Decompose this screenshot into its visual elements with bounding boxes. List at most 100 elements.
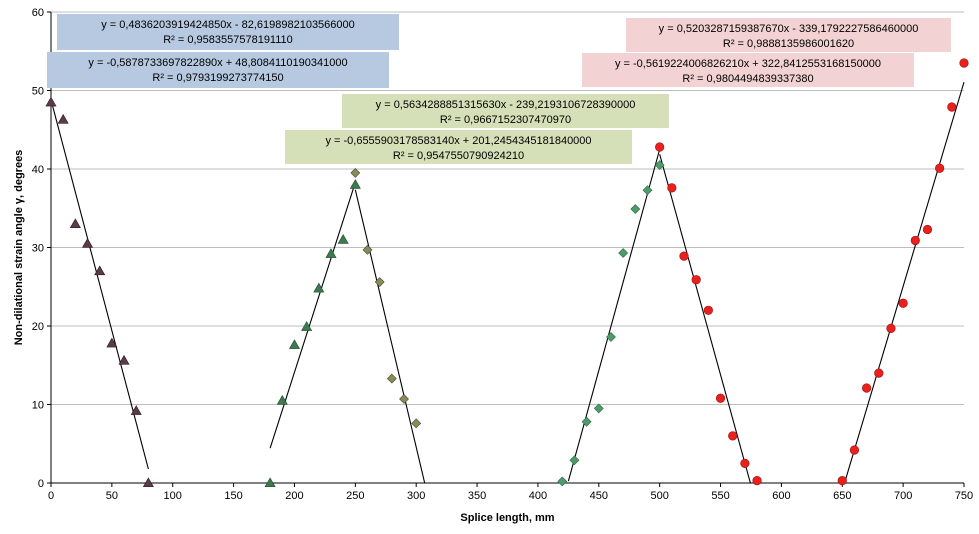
data-point [130, 405, 142, 415]
data-point [959, 58, 969, 68]
data-point [593, 403, 604, 414]
y-tick-label: 40 [32, 164, 44, 176]
y-tick-label: 30 [32, 243, 44, 255]
trendline [659, 154, 751, 484]
data-point [837, 476, 847, 486]
equation-box-bg [285, 130, 632, 164]
trendline [269, 182, 356, 449]
data-point [898, 298, 908, 308]
data-point [740, 458, 750, 468]
data-point [849, 445, 860, 455]
data-point [118, 354, 130, 365]
data-point [654, 160, 665, 170]
equation-box-bg [626, 18, 951, 52]
equation-box-bg [342, 94, 669, 128]
y-tick-label: 20 [32, 321, 44, 333]
data-point [557, 476, 568, 487]
x-tick-label: 400 [529, 490, 547, 502]
data-point [337, 234, 349, 244]
data-point [45, 96, 57, 107]
equation-box: y = -0,6555903178583140x + 201,245434518… [285, 130, 632, 164]
x-tick-label: 650 [833, 490, 851, 502]
data-point [862, 383, 872, 393]
x-tick-label: 600 [772, 490, 790, 502]
data-point [691, 275, 701, 285]
data-point [703, 305, 713, 315]
data-point [82, 237, 94, 248]
x-tick-label: 750 [955, 490, 973, 502]
equation-text: y = 0,4836203919424850x - 82,61989821035… [101, 19, 355, 31]
data-point [752, 476, 762, 486]
data-point [947, 102, 957, 112]
data-point [399, 394, 409, 404]
data-point [69, 218, 81, 228]
x-tick-label: 350 [468, 490, 486, 502]
y-axis: 0 10 20 30 40 50 60 [32, 7, 52, 490]
data-point [288, 339, 300, 349]
equation-box-bg [57, 14, 399, 50]
equation-text: y = -0,6555903178583140x + 201,245434518… [325, 135, 591, 147]
trendline [50, 99, 149, 470]
data-point [728, 431, 738, 441]
equation-box: y = 0,4836203919424850x - 82,61989821035… [57, 14, 399, 50]
trendlines [50, 81, 965, 484]
data-point [606, 332, 616, 342]
x-tick-label: 700 [894, 490, 912, 502]
x-tick-label: 100 [164, 490, 182, 502]
data-point [57, 113, 69, 124]
equation-box: y = 0,5203287159387670x - 339,1792227586… [626, 18, 951, 52]
data-point [618, 248, 629, 258]
data-point [386, 373, 397, 384]
y-axis-title: Non-dilational strain angle γ, degrees [13, 150, 25, 346]
data-point [655, 142, 665, 152]
r-squared-text: R² = 0,9583557578191110 [163, 34, 293, 46]
equation-box: y = -0,5878733697822890x + 48,8084110190… [47, 52, 389, 88]
x-tick-label: 500 [650, 490, 668, 502]
data-point [569, 455, 580, 466]
data-point [630, 204, 641, 214]
equation-text: y = 0,5634288851315630x - 239,2193106728… [376, 99, 636, 111]
x-axis: 0 50 100 150 200 250 300 350 400 450 500 550 600 650 7… [48, 482, 973, 502]
data-point [313, 282, 325, 293]
data-point [264, 477, 276, 488]
equation-text: y = 0,5203287159387670x - 339,1792227586… [659, 23, 919, 35]
data-point [350, 168, 361, 178]
x-tick-label: 50 [106, 490, 118, 502]
x-tick-label: 200 [285, 490, 303, 502]
data-point [910, 235, 920, 246]
data-point [715, 393, 726, 403]
data-point [874, 368, 884, 378]
x-tick-label: 550 [711, 490, 729, 502]
data-point [349, 179, 361, 189]
data-point [679, 251, 689, 261]
data-point [276, 394, 288, 405]
trendline [844, 81, 965, 483]
y-tick-label: 50 [32, 86, 44, 98]
trendline [567, 149, 661, 482]
data-point [142, 477, 154, 488]
data-point [642, 185, 653, 196]
equation-text: y = -0,5619224006826210x + 322,841255316… [615, 58, 881, 70]
data-point [301, 321, 313, 331]
x-tick-label: 0 [48, 490, 54, 502]
equation-text: y = -0,5878733697822890x + 48,8084110190… [88, 57, 347, 69]
data-point [667, 183, 677, 193]
y-tick-label: 10 [32, 400, 44, 412]
data-point [362, 244, 373, 255]
x-tick-label: 250 [346, 490, 364, 502]
equation-box: y = 0,5634288851315630x - 239,2193106728… [342, 94, 669, 128]
y-tick-label: 0 [38, 478, 44, 490]
data-point [325, 248, 337, 258]
equation-box-bg [582, 53, 914, 87]
equation-annotations: y = 0,4836203919424850x - 82,61989821035… [47, 14, 951, 164]
r-squared-text: R² = 0,9804494839337380 [682, 73, 813, 85]
r-squared-text: R² = 0,9888135986001620 [723, 38, 854, 50]
equation-box: y = -0,5619224006826210x + 322,841255316… [582, 53, 914, 87]
x-tick-label: 450 [590, 490, 608, 502]
data-point [935, 163, 945, 173]
data-point [94, 265, 106, 276]
data-point [106, 337, 118, 348]
r-squared-text: R² = 0,9793199273774150 [152, 72, 283, 84]
gridlines [51, 11, 964, 484]
